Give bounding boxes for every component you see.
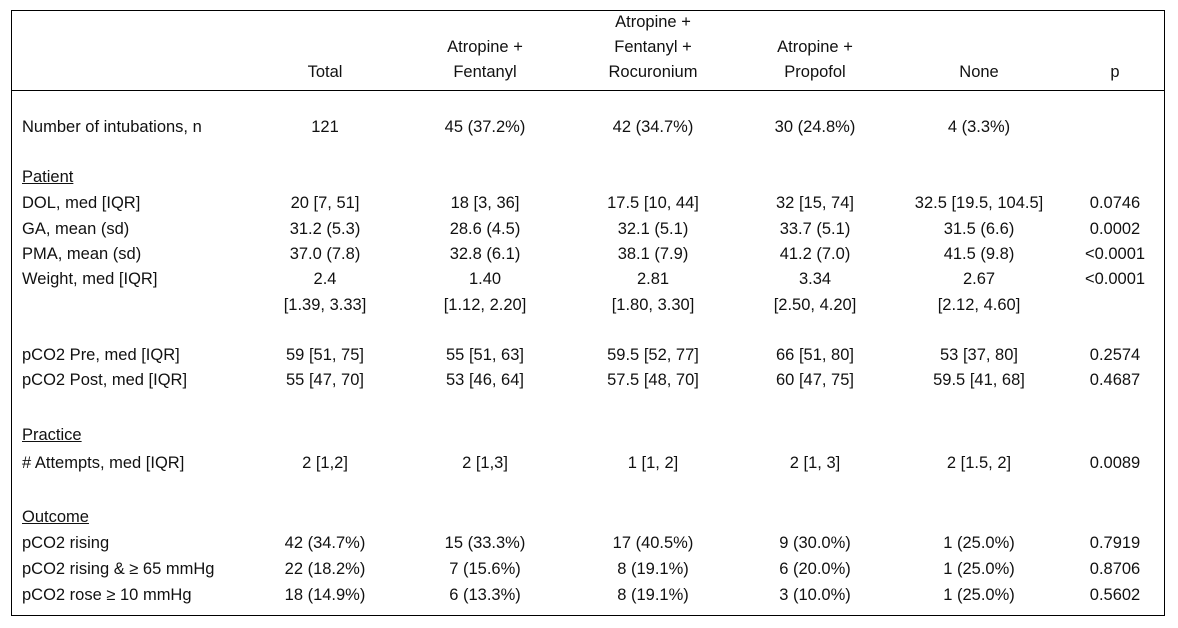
section-heading: Outcome	[22, 508, 89, 526]
table-cell: 41.2 (7.0)	[779, 245, 851, 263]
table-cell: 45 (37.2%)	[444, 118, 526, 136]
header-divider	[11, 90, 1165, 91]
table-cell: 0.0089	[1089, 454, 1141, 472]
table-cell: 2 [1.5, 2]	[946, 454, 1012, 472]
row-label: PMA, mean (sd)	[22, 245, 142, 263]
table-cell: 28.6 (4.5)	[449, 220, 521, 238]
row-label: pCO2 rising	[22, 534, 110, 552]
table-cell: 2 [1, 3]	[789, 454, 841, 472]
table-cell: 2.4	[313, 270, 337, 288]
table-cell: 7 (15.6%)	[449, 560, 521, 578]
table-cell: 6 (13.3%)	[449, 586, 521, 604]
table-cell: 0.0746	[1089, 194, 1141, 212]
table-cell: 0.7919	[1089, 534, 1141, 552]
table-cell: 31.2 (5.3)	[289, 220, 361, 238]
table-cell: 60 [47, 75]	[776, 371, 854, 389]
table-cell: 31.5 (6.6)	[943, 220, 1015, 238]
table-cell: 32.8 (6.1)	[449, 245, 521, 263]
table-cell: 42 (34.7%)	[284, 534, 366, 552]
table-cell: 59.5 [52, 77]	[607, 346, 699, 364]
row-label: pCO2 rose ≥ 10 mmHg	[22, 586, 192, 604]
row-label: pCO2 Pre, med [IQR]	[22, 346, 180, 364]
table-cell: 4 (3.3%)	[947, 118, 1011, 136]
table-cell: 18 [3, 36]	[450, 194, 520, 212]
table-cell: [1.39, 3.33]	[283, 296, 367, 314]
row-label: GA, mean (sd)	[22, 220, 130, 238]
table-cell: 1 (25.0%)	[943, 534, 1015, 552]
table-cell: 8 (19.1%)	[617, 560, 689, 578]
table-cell: 3.34	[798, 270, 832, 288]
table-cell: 38.1 (7.9)	[617, 245, 689, 263]
table-cell: [1.12, 2.20]	[443, 296, 527, 314]
table-cell: [1.80, 3.30]	[611, 296, 695, 314]
table-cell: 55 [47, 70]	[286, 371, 364, 389]
row-label: DOL, med [IQR]	[22, 194, 141, 212]
table-cell: 53 [37, 80]	[940, 346, 1018, 364]
table-cell: 6 (20.0%)	[779, 560, 851, 578]
table-cell: 2 [1,3]	[462, 454, 508, 472]
table-cell: 0.5602	[1089, 586, 1141, 604]
table-cell: 0.8706	[1089, 560, 1141, 578]
header-p: p	[1110, 63, 1120, 81]
row-label: Weight, med [IQR]	[22, 270, 158, 288]
header-atropine-fentanyl: Atropine + Fentanyl	[447, 38, 523, 81]
table-cell: 37.0 (7.8)	[289, 245, 361, 263]
table-cell: 15 (33.3%)	[444, 534, 526, 552]
table-cell: 3 (10.0%)	[779, 586, 851, 604]
section-heading: Patient	[22, 168, 74, 186]
table-frame	[11, 10, 1165, 616]
table-cell: 32 [15, 74]	[776, 194, 854, 212]
table-cell: 17.5 [10, 44]	[607, 194, 699, 212]
table-cell: 18 (14.9%)	[284, 586, 366, 604]
table-cell: 59 [51, 75]	[286, 346, 364, 364]
table-cell: 1 [1, 2]	[627, 454, 679, 472]
table-cell: 33.7 (5.1)	[779, 220, 851, 238]
table-cell: 17 (40.5%)	[612, 534, 694, 552]
table-cell: 57.5 [48, 70]	[607, 371, 699, 389]
header-atropine-propofol: Atropine + Propofol	[777, 38, 853, 81]
table-cell: 121	[311, 118, 339, 136]
header-atropine-fentanyl-rocuronium: Atropine + Fentanyl + Rocuronium	[608, 13, 698, 81]
table-cell: 0.4687	[1089, 371, 1141, 389]
table-cell: 1.40	[468, 270, 502, 288]
table-cell: 32.5 [19.5, 104.5]	[914, 194, 1044, 212]
table-cell: 9 (30.0%)	[779, 534, 851, 552]
table-cell: 22 (18.2%)	[284, 560, 366, 578]
row-label: Number of intubations, n	[22, 118, 202, 136]
table-cell: 20 [7, 51]	[290, 194, 360, 212]
header-none: None	[959, 63, 999, 81]
table-cell: 0.2574	[1089, 346, 1141, 364]
section-heading: Practice	[22, 426, 82, 444]
table-cell: 55 [51, 63]	[446, 346, 524, 364]
row-label: pCO2 rising & ≥ 65 mmHg	[22, 560, 215, 578]
table-cell: 41.5 (9.8)	[943, 245, 1015, 263]
table-cell: 53 [46, 64]	[446, 371, 524, 389]
table-cell: 2 [1,2]	[302, 454, 348, 472]
table-cell: 0.0002	[1089, 220, 1141, 238]
table-cell: 59.5 [41, 68]	[933, 371, 1025, 389]
table-cell: 8 (19.1%)	[617, 586, 689, 604]
table-cell: 1 (25.0%)	[943, 560, 1015, 578]
table-cell: 2.81	[636, 270, 670, 288]
row-label: # Attempts, med [IQR]	[22, 454, 185, 472]
table-cell: [2.12, 4.60]	[937, 296, 1021, 314]
table-cell: <0.0001	[1084, 245, 1146, 263]
table-cell: 42 (34.7%)	[612, 118, 694, 136]
table-cell: 30 (24.8%)	[774, 118, 856, 136]
table-cell: <0.0001	[1084, 270, 1146, 288]
table-cell: 32.1 (5.1)	[617, 220, 689, 238]
table-cell: 1 (25.0%)	[943, 586, 1015, 604]
table-cell: [2.50, 4.20]	[773, 296, 857, 314]
table-cell: 2.67	[962, 270, 996, 288]
table-cell: 66 [51, 80]	[776, 346, 854, 364]
row-label: pCO2 Post, med [IQR]	[22, 371, 188, 389]
header-total: Total	[307, 63, 343, 81]
